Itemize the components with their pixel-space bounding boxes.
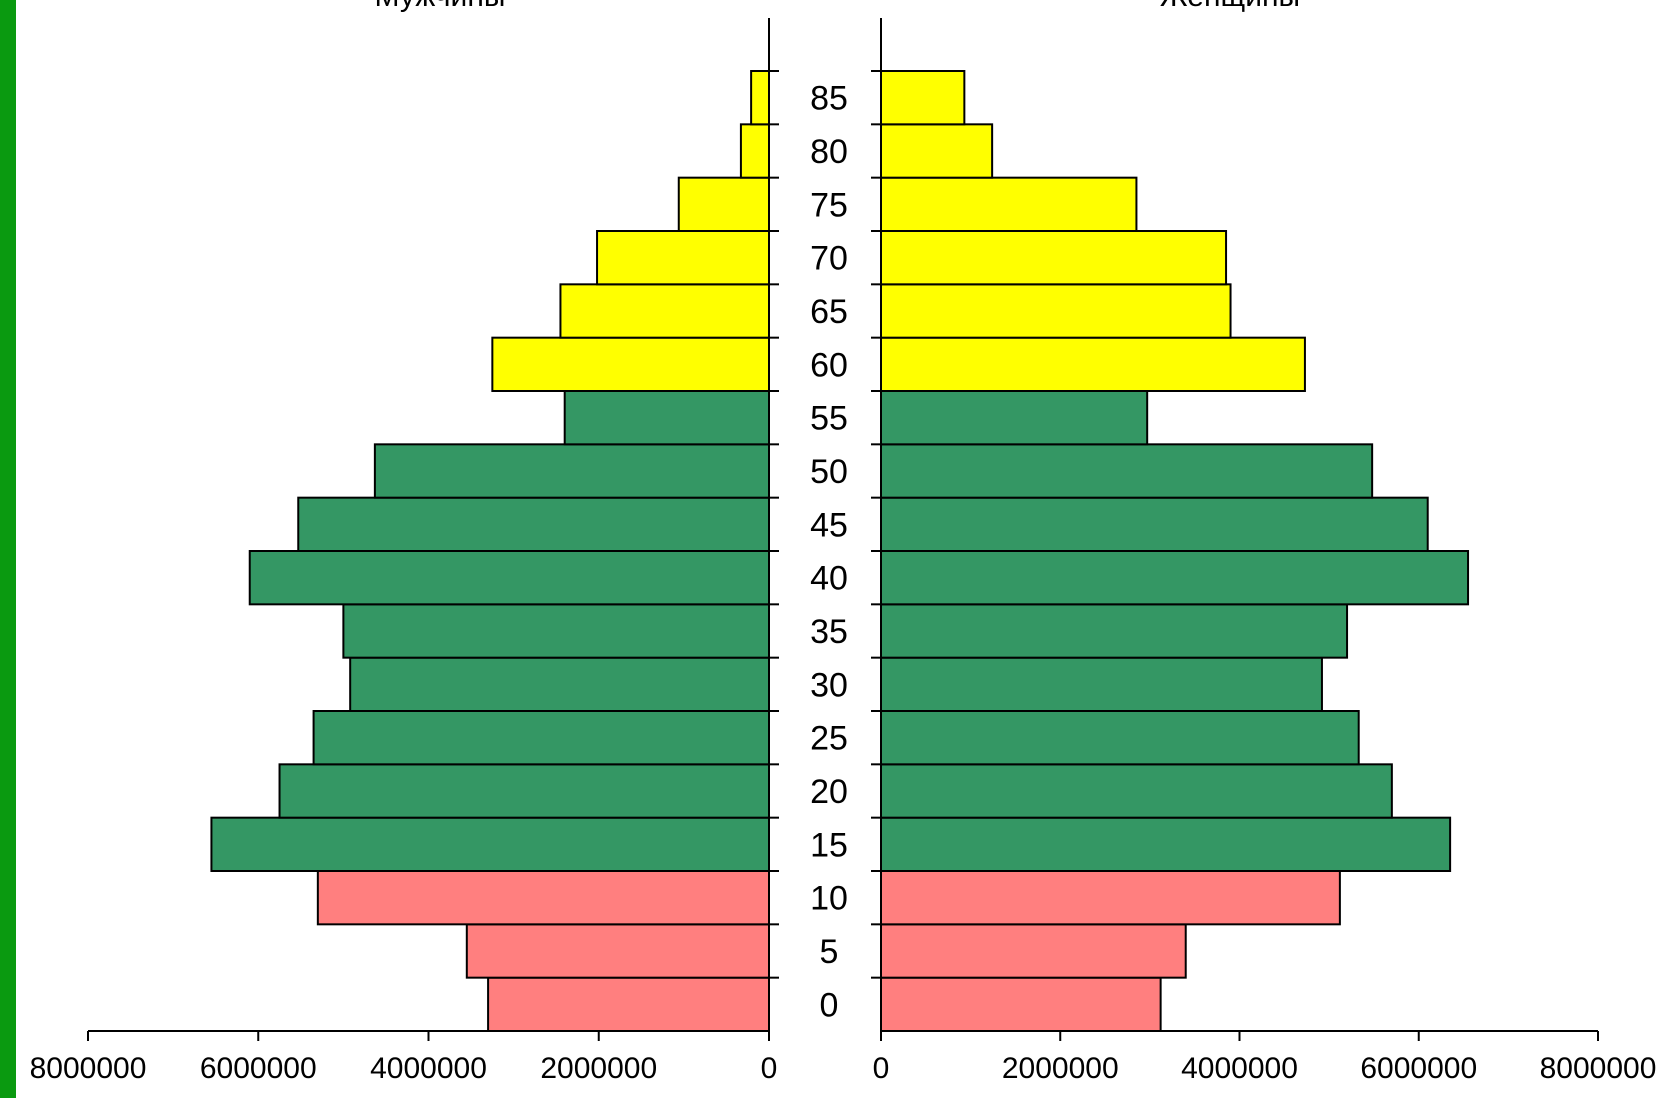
- female-bar-85: [880, 70, 966, 126]
- age-label-65: 65: [810, 293, 848, 331]
- age-label-45: 45: [810, 506, 848, 544]
- age-label-10: 10: [810, 880, 848, 918]
- male-bar-45: [297, 496, 770, 552]
- male-bar-80: [739, 123, 771, 179]
- age-label-40: 40: [810, 560, 848, 598]
- male-bar-70: [596, 230, 770, 286]
- female-bar-50: [880, 443, 1374, 499]
- age-label-85: 85: [810, 80, 848, 118]
- age-label-80: 80: [810, 133, 848, 171]
- female-bar-75: [880, 176, 1138, 233]
- male-bar-10: [316, 870, 770, 926]
- age-label-5: 5: [820, 933, 839, 971]
- age-label-35: 35: [810, 613, 848, 651]
- right-axis-ticks: 0 2000000 4000000 6000000 8000000: [873, 1031, 1657, 1085]
- male-bar-65: [559, 283, 770, 339]
- male-bar-15: [210, 816, 770, 873]
- right-tick-label: 6000000: [1360, 1052, 1477, 1085]
- left-axis-ticks: 8000000 6000000 4000000 2000000 0: [30, 1031, 778, 1085]
- right-tick-label: 0: [873, 1052, 890, 1085]
- right-tick-label: 2000000: [1002, 1052, 1119, 1085]
- female-bar-65: [880, 283, 1232, 339]
- female-bar-35: [880, 603, 1349, 659]
- age-label-20: 20: [810, 773, 848, 811]
- female-bar-30: [880, 656, 1323, 713]
- female-bar-40: [880, 550, 1470, 606]
- female-bar-10: [880, 870, 1341, 926]
- age-label-50: 50: [810, 453, 848, 491]
- female-bar-5: [880, 923, 1187, 979]
- male-bar-25: [312, 710, 770, 766]
- male-bar-30: [349, 656, 770, 713]
- left-tick-label: 8000000: [30, 1052, 147, 1085]
- male-bars: [210, 70, 779, 1033]
- age-label-70: 70: [810, 240, 848, 278]
- male-bar-55: [563, 390, 771, 446]
- right-panel-title: Женщины: [1160, 0, 1300, 13]
- age-label-15: 15: [810, 826, 848, 864]
- female-bar-45: [880, 496, 1429, 552]
- right-tick-label: 4000000: [1181, 1052, 1298, 1085]
- female-bar-20: [880, 763, 1393, 819]
- male-bar-35: [342, 603, 770, 659]
- female-bar-80: [880, 123, 994, 179]
- age-label-25: 25: [810, 720, 848, 758]
- female-bar-0: [880, 976, 1162, 1033]
- male-bar-50: [373, 443, 770, 499]
- male-bar-75: [677, 176, 771, 233]
- female-bars: [871, 70, 1470, 1033]
- female-bar-55: [880, 390, 1149, 446]
- left-tick-label: 2000000: [540, 1052, 657, 1085]
- age-label-60: 60: [810, 346, 848, 384]
- female-bar-15: [880, 816, 1452, 873]
- age-label-75: 75: [810, 186, 848, 224]
- left-tick-label: 6000000: [200, 1052, 317, 1085]
- age-label-0: 0: [820, 986, 839, 1024]
- left-tick-label: 4000000: [370, 1052, 487, 1085]
- female-bar-70: [880, 230, 1228, 286]
- male-bar-40: [248, 550, 771, 606]
- male-bar-60: [491, 336, 770, 392]
- left-tick-label: 0: [761, 1052, 778, 1085]
- female-bar-60: [880, 336, 1306, 392]
- male-bar-0: [487, 976, 770, 1033]
- right-tick-label: 8000000: [1540, 1052, 1657, 1085]
- male-bar-20: [278, 763, 770, 819]
- female-bar-25: [880, 710, 1360, 766]
- slide-accent-bar: [0, 0, 16, 1098]
- male-bar-5: [465, 923, 770, 979]
- age-labels: 0 5 10 15 20 25 30 35 40 45 50 55 60 65 70 75 80 85: [810, 80, 848, 1025]
- left-panel-title: Мужчины: [375, 0, 506, 13]
- age-label-55: 55: [810, 400, 848, 438]
- male-bar-85: [750, 70, 771, 126]
- age-label-30: 30: [810, 666, 848, 704]
